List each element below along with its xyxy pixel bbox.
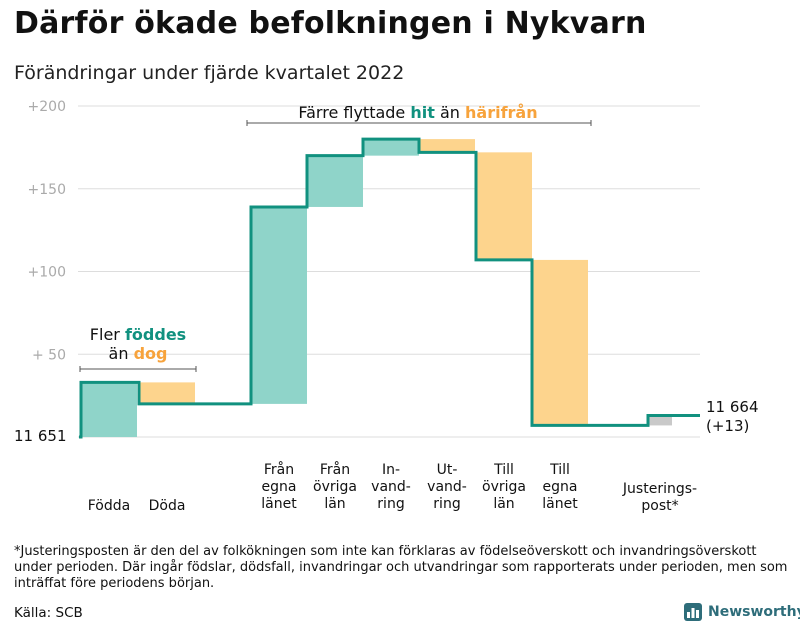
bar-positive xyxy=(307,155,363,207)
bar-negative xyxy=(476,152,532,260)
annotation-births-line2: än dog xyxy=(109,344,168,363)
annotation-migration: Färre flyttade hit än härifrån xyxy=(298,103,537,122)
bar-negative xyxy=(532,259,588,426)
x-tick-label: Till xyxy=(549,462,570,478)
x-tick-label: övriga xyxy=(313,479,357,495)
end-value-label: 11 664 xyxy=(706,398,759,416)
x-tick-label: Ut- xyxy=(437,462,458,478)
chart-title: Därför ökade befolkningen i Nykvarn xyxy=(14,6,647,41)
x-tick-label: In- xyxy=(382,462,400,478)
x-tick-label: egna xyxy=(543,479,578,495)
y-tick-label: +200 xyxy=(28,99,66,115)
x-tick-label: länet xyxy=(261,496,297,512)
footnote: *Justeringsposten är den del av folkökni… xyxy=(14,544,788,591)
x-tick-label: vand- xyxy=(427,479,467,495)
x-tick-label: vand- xyxy=(371,479,411,495)
waterfall-chart: + 50 +100 +150 +200 11 651 11 664(+13) Födda Dö… xyxy=(14,99,759,514)
x-tick-label: Från xyxy=(320,461,350,478)
end-change-label: (+13) xyxy=(706,417,749,435)
annotation-births: Fler föddes xyxy=(90,325,186,344)
x-tick-label: Döda xyxy=(149,498,186,514)
chart-subtitle: Förändringar under fjärde kvartalet 2022 xyxy=(14,62,405,84)
x-tick-label: län xyxy=(493,496,514,512)
bar-negative xyxy=(139,382,195,404)
x-tick-label: egna xyxy=(262,479,297,495)
x-tick-label: Justerings- xyxy=(622,481,697,497)
x-tick-label: ring xyxy=(377,496,404,512)
step-line xyxy=(79,137,700,439)
y-tick-label: + 50 xyxy=(32,347,66,363)
bar-positive xyxy=(81,382,137,437)
bar-positive xyxy=(363,139,419,156)
annotation-bracket-migration xyxy=(246,120,592,126)
brand-name: Newsworthy xyxy=(708,604,800,620)
bar-positive xyxy=(251,206,307,404)
source-label: Källa: SCB xyxy=(14,605,83,621)
x-tick-label: ring xyxy=(433,496,460,512)
start-value-label: 11 651 xyxy=(14,427,67,445)
y-tick-label: +100 xyxy=(28,265,66,281)
brand-logo: Newsworthy xyxy=(684,603,800,621)
bar-chart-icon xyxy=(684,603,702,621)
annotation-bracket-births xyxy=(79,366,197,372)
x-tick-label: län xyxy=(324,496,345,512)
x-tick-label: Födda xyxy=(88,498,130,514)
y-tick-label: +150 xyxy=(28,182,66,198)
x-tick-label: Till xyxy=(493,462,514,478)
bar-adjustment xyxy=(648,415,672,426)
bar-negative xyxy=(419,139,475,153)
x-tick-label: Från xyxy=(264,461,294,478)
x-tick-label: post* xyxy=(641,498,678,514)
x-tick-label: övriga xyxy=(482,479,526,495)
x-tick-label: länet xyxy=(542,496,578,512)
